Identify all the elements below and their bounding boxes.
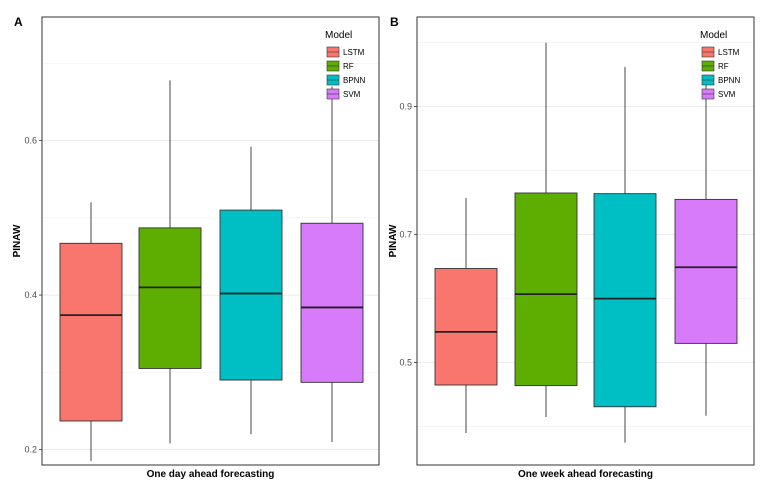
box-iqr xyxy=(434,268,498,386)
y-tick-label: 0.2 xyxy=(24,445,37,455)
legend-label: LSTM xyxy=(343,48,365,57)
panel-b: 0.5 0.7 0.9 B PINAW One week ahead forecastin… xyxy=(388,15,755,480)
box-bpnn xyxy=(219,146,283,435)
legend-label: LSTM xyxy=(718,48,740,57)
box-svm xyxy=(300,86,364,442)
legend-label: BPNN xyxy=(718,76,740,85)
plot-border xyxy=(41,16,380,466)
box-iqr xyxy=(674,198,738,344)
box-iqr xyxy=(514,192,578,387)
legend-item-rf: RF xyxy=(701,60,729,72)
box-iqr xyxy=(59,242,123,422)
legend-item-svm: SVM xyxy=(326,88,361,100)
legend: Model LSTM RF BPNN SVM xyxy=(700,30,740,100)
legend-title: Model xyxy=(700,30,727,41)
legend-label: RF xyxy=(718,62,729,71)
box-rf xyxy=(514,42,578,417)
y-tick-label: 0.9 xyxy=(399,102,412,112)
box-iqr xyxy=(593,193,657,408)
box-svm xyxy=(674,74,738,416)
legend: Model LSTM RF BPNN SVM xyxy=(325,30,365,100)
panel-letter: A xyxy=(14,15,23,29)
box-bpnn xyxy=(593,66,657,443)
box-lstm xyxy=(59,202,123,462)
legend-label: SVM xyxy=(718,90,736,99)
legend-item-svm: SVM xyxy=(701,88,736,100)
box-rf xyxy=(138,80,202,444)
panel-letter: B xyxy=(390,15,399,29)
panel-a: 0.2 0.4 0.6 A PINAW One day ahead forecasting… xyxy=(12,15,380,480)
y-tick-label: 0.6 xyxy=(24,136,37,146)
x-axis-label: One week ahead forecasting xyxy=(518,469,653,480)
legend-item-lstm: LSTM xyxy=(326,46,365,58)
legend-item-lstm: LSTM xyxy=(701,46,740,58)
x-axis-label: One day ahead forecasting xyxy=(147,469,275,480)
y-tick-label: 0.7 xyxy=(399,230,412,240)
legend-item-bpnn: BPNN xyxy=(326,74,365,86)
y-axis-label: PINAW xyxy=(12,224,23,257)
box-lstm xyxy=(434,198,498,433)
legend-label: SVM xyxy=(343,90,361,99)
box-iqr xyxy=(138,227,202,369)
plot-border xyxy=(416,16,755,466)
y-axis-label: PINAW xyxy=(388,224,399,257)
legend-item-bpnn: BPNN xyxy=(701,74,740,86)
y-tick-label: 0.5 xyxy=(399,358,412,368)
box-iqr xyxy=(219,209,283,381)
legend-label: BPNN xyxy=(343,76,365,85)
y-tick-label: 0.4 xyxy=(24,290,37,300)
box-iqr xyxy=(300,222,364,383)
legend-title: Model xyxy=(325,30,352,41)
legend-item-rf: RF xyxy=(326,60,354,72)
legend-label: RF xyxy=(343,62,354,71)
